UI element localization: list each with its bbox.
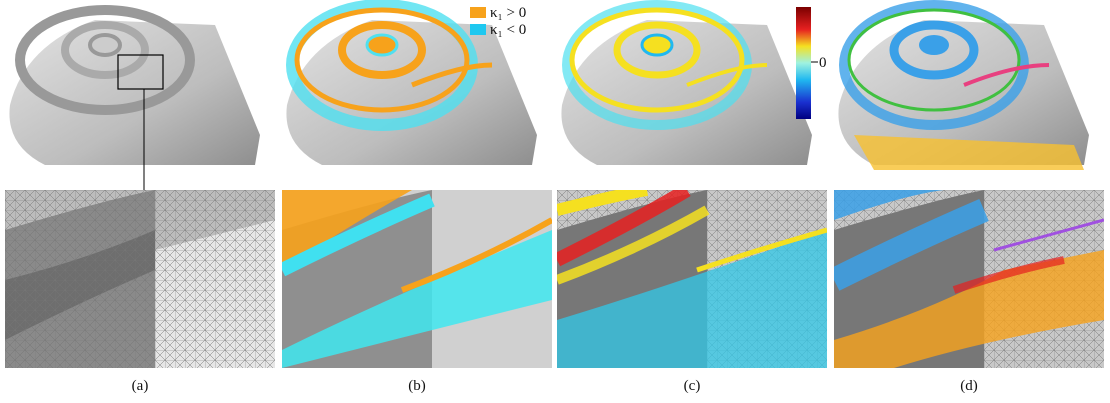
caption: (b) [408, 378, 426, 394]
legend-label: κ₁ < 0 [490, 22, 526, 38]
model-c [561, 5, 812, 165]
colorbar: 0 [796, 7, 827, 119]
model-d [838, 5, 1089, 170]
legend: κ₁ > 0 κ₁ < 0 [470, 5, 526, 38]
top-row [9, 5, 1089, 192]
bottom-row [5, 190, 1104, 368]
colorbar-gradient [796, 7, 811, 119]
legend-swatch [470, 24, 486, 35]
closeup-b [282, 190, 552, 368]
closeup-a [5, 190, 275, 368]
legend-swatch [470, 7, 486, 18]
captions: (a) (b) (c) (d) [132, 378, 978, 394]
caption: (a) [132, 378, 149, 394]
caption: (c) [684, 378, 701, 394]
caption: (d) [960, 378, 978, 394]
closeup-c [557, 190, 827, 368]
colorbar-tick-label: 0 [819, 55, 827, 71]
closeup-d [834, 190, 1104, 368]
legend-label: κ₁ > 0 [490, 5, 526, 21]
model-a [9, 10, 260, 192]
figure: κ₁ > 0 κ₁ < 0 0 [0, 0, 1110, 403]
